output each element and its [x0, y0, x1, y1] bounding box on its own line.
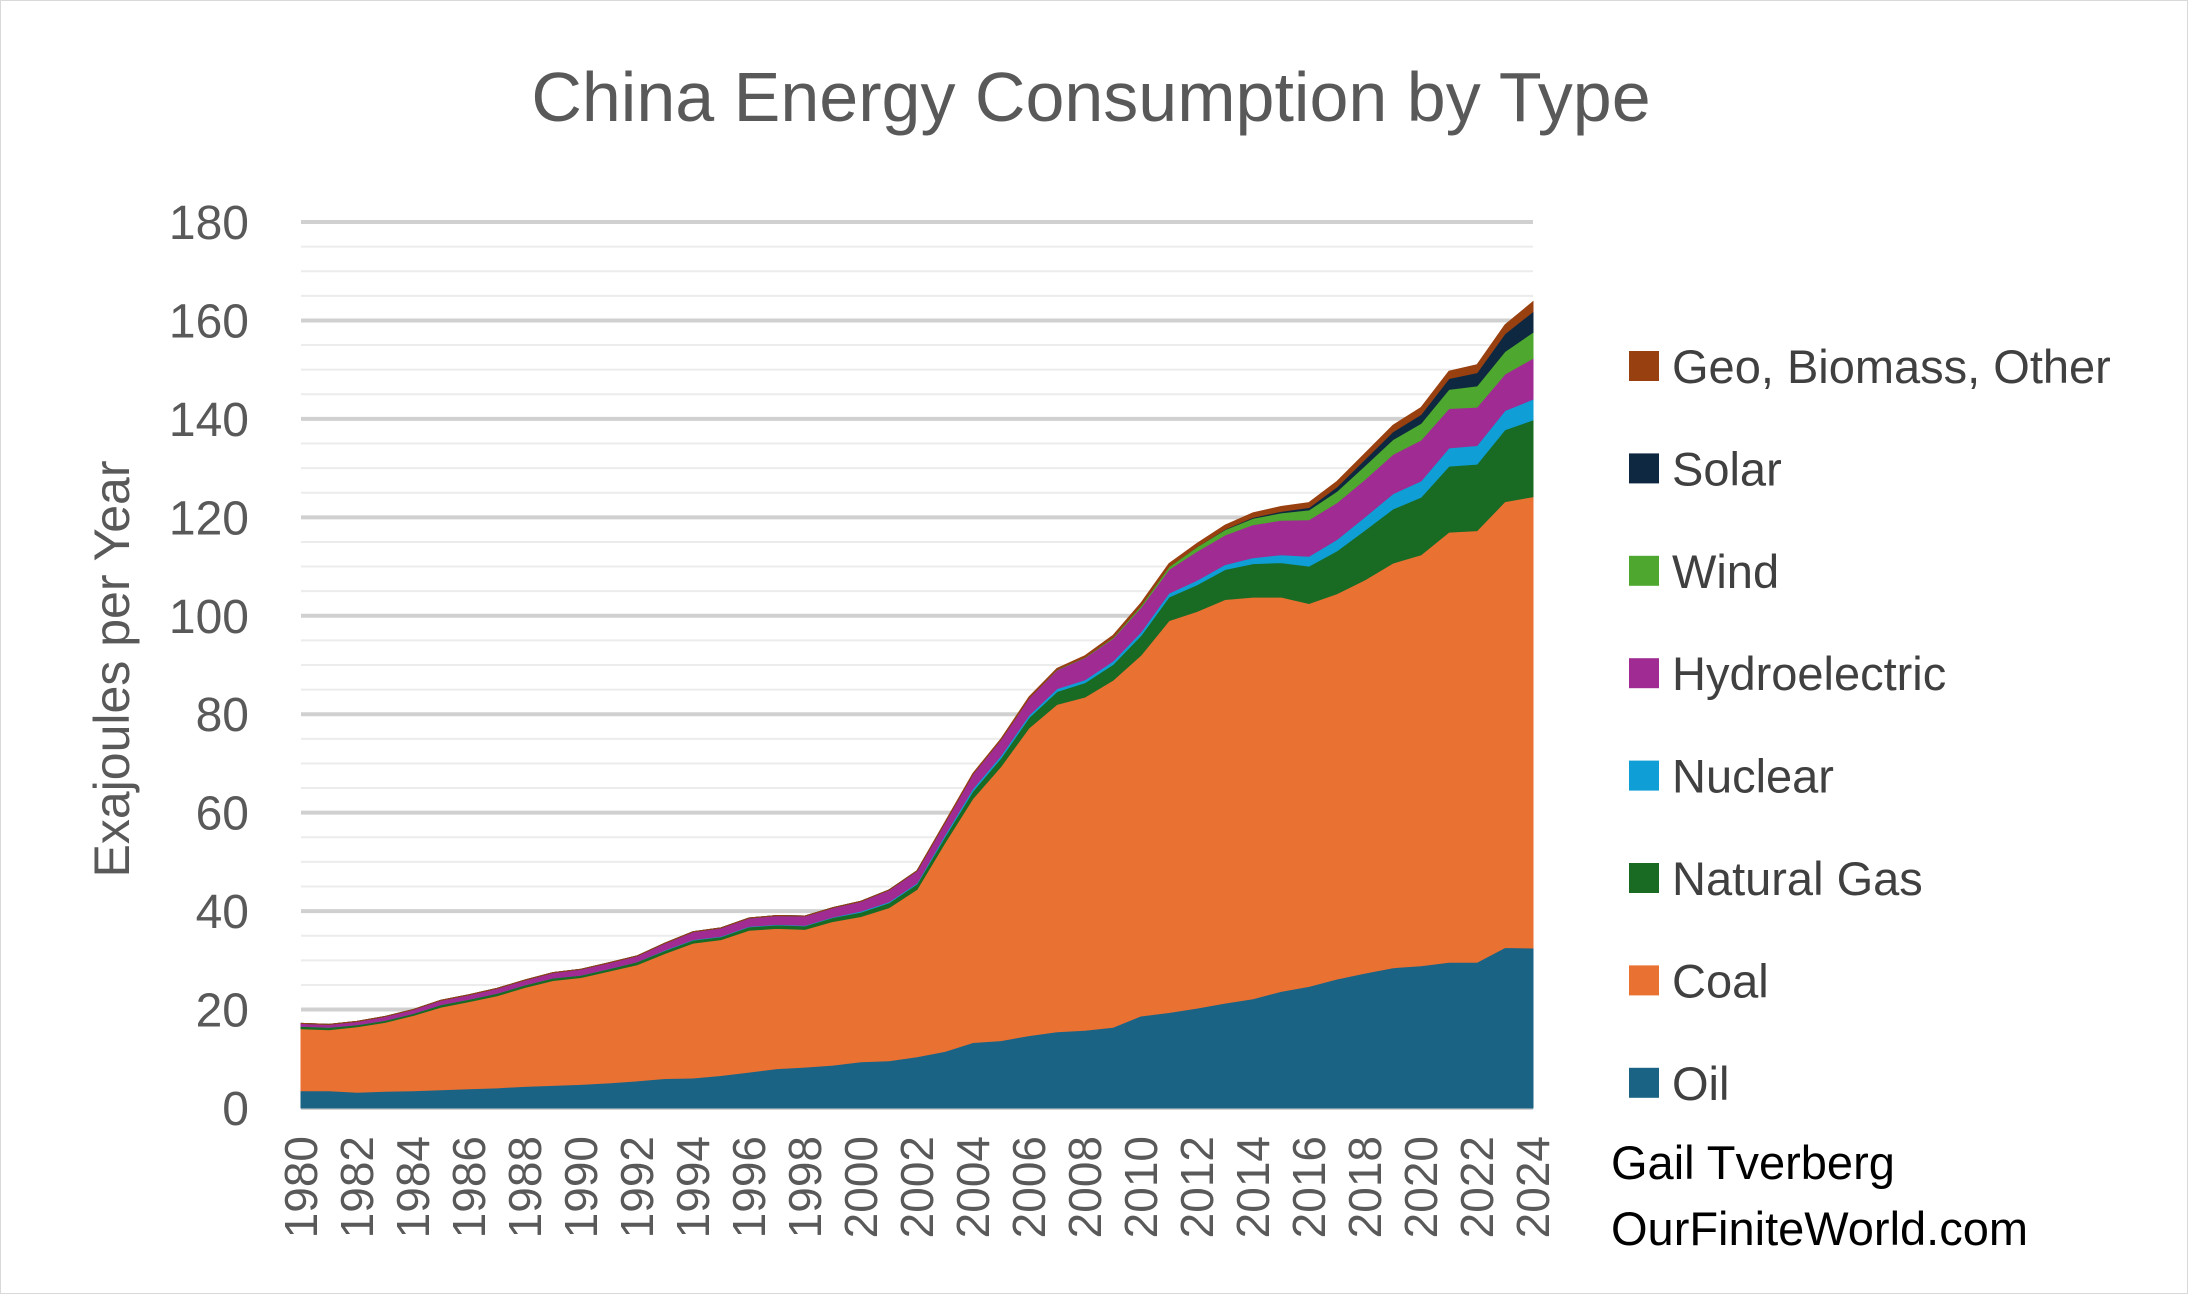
stacked-areas [300, 300, 1534, 1109]
area-geo-biomass-other [300, 300, 1534, 1025]
x-tick-label: 2012 [1171, 1136, 1223, 1238]
legend-label: Natural Gas [1672, 852, 1923, 905]
credit-author: Gail Tverberg [1611, 1136, 1895, 1189]
legend-label: Wind [1672, 545, 1779, 598]
legend-label: Hydroelectric [1672, 647, 1946, 700]
legend-swatch [1629, 658, 1659, 689]
y-axis-ticks: 0 20 40 60 80 100 120 140 160 180 [169, 197, 249, 1136]
x-tick-label: 2016 [1283, 1136, 1335, 1238]
x-tick-label: 1994 [667, 1136, 719, 1238]
x-axis-ticks: 1980 1982 1984 1986 1988 1990 1992 1994 1996 1998… [275, 1136, 1559, 1238]
legend: Geo, Biomass, Other Solar Wind Hydroelectri… [1629, 340, 2111, 1110]
y-tick-label: 180 [169, 197, 249, 250]
y-tick-label: 0 [222, 1083, 249, 1136]
x-tick-label: 2014 [1227, 1136, 1279, 1238]
x-tick-label: 1982 [331, 1136, 383, 1238]
y-tick-label: 80 [196, 689, 249, 742]
chart-title: China Energy Consumption by Type [531, 58, 1650, 136]
y-axis-label: Exajoules per Year [84, 461, 140, 878]
y-tick-label: 60 [196, 788, 249, 841]
legend-swatch [1629, 351, 1659, 381]
y-tick-label: 140 [169, 394, 249, 447]
x-tick-label: 1980 [275, 1136, 327, 1238]
x-tick-label: 2020 [1395, 1136, 1447, 1238]
legend-label: Oil [1672, 1057, 1729, 1110]
x-tick-label: 2018 [1339, 1136, 1391, 1238]
legend-swatch [1629, 965, 1659, 996]
x-tick-label: 1998 [779, 1136, 831, 1238]
y-tick-label: 160 [169, 295, 249, 348]
x-tick-label: 1986 [443, 1136, 495, 1238]
x-tick-label: 2006 [1003, 1136, 1055, 1238]
x-tick-label: 2022 [1451, 1136, 1503, 1238]
credit-website: OurFiniteWorld.com [1611, 1202, 2028, 1255]
x-tick-label: 2010 [1115, 1136, 1167, 1238]
y-tick-label: 20 [196, 985, 249, 1038]
x-tick-label: 2002 [891, 1136, 943, 1238]
x-tick-label: 1992 [611, 1136, 663, 1238]
x-tick-label: 1984 [387, 1136, 439, 1238]
legend-label: Nuclear [1672, 750, 1834, 803]
x-tick-label: 2004 [947, 1136, 999, 1238]
legend-label: Coal [1672, 954, 1769, 1007]
legend-swatch [1629, 453, 1659, 484]
legend-swatch [1629, 760, 1659, 791]
legend-swatch [1629, 1067, 1659, 1098]
y-tick-label: 100 [169, 591, 249, 644]
x-tick-label: 1996 [723, 1136, 775, 1238]
x-tick-label: 2024 [1507, 1136, 1559, 1238]
x-tick-label: 1990 [555, 1136, 607, 1238]
legend-label: Solar [1672, 442, 1782, 495]
legend-swatch [1629, 555, 1659, 586]
x-tick-label: 2008 [1059, 1136, 1111, 1238]
x-tick-label: 1988 [499, 1136, 551, 1238]
y-tick-label: 40 [196, 886, 249, 939]
x-tick-label: 2000 [835, 1136, 887, 1238]
legend-swatch [1629, 863, 1659, 893]
legend-label: Geo, Biomass, Other [1672, 340, 2111, 393]
y-tick-label: 120 [169, 492, 249, 545]
